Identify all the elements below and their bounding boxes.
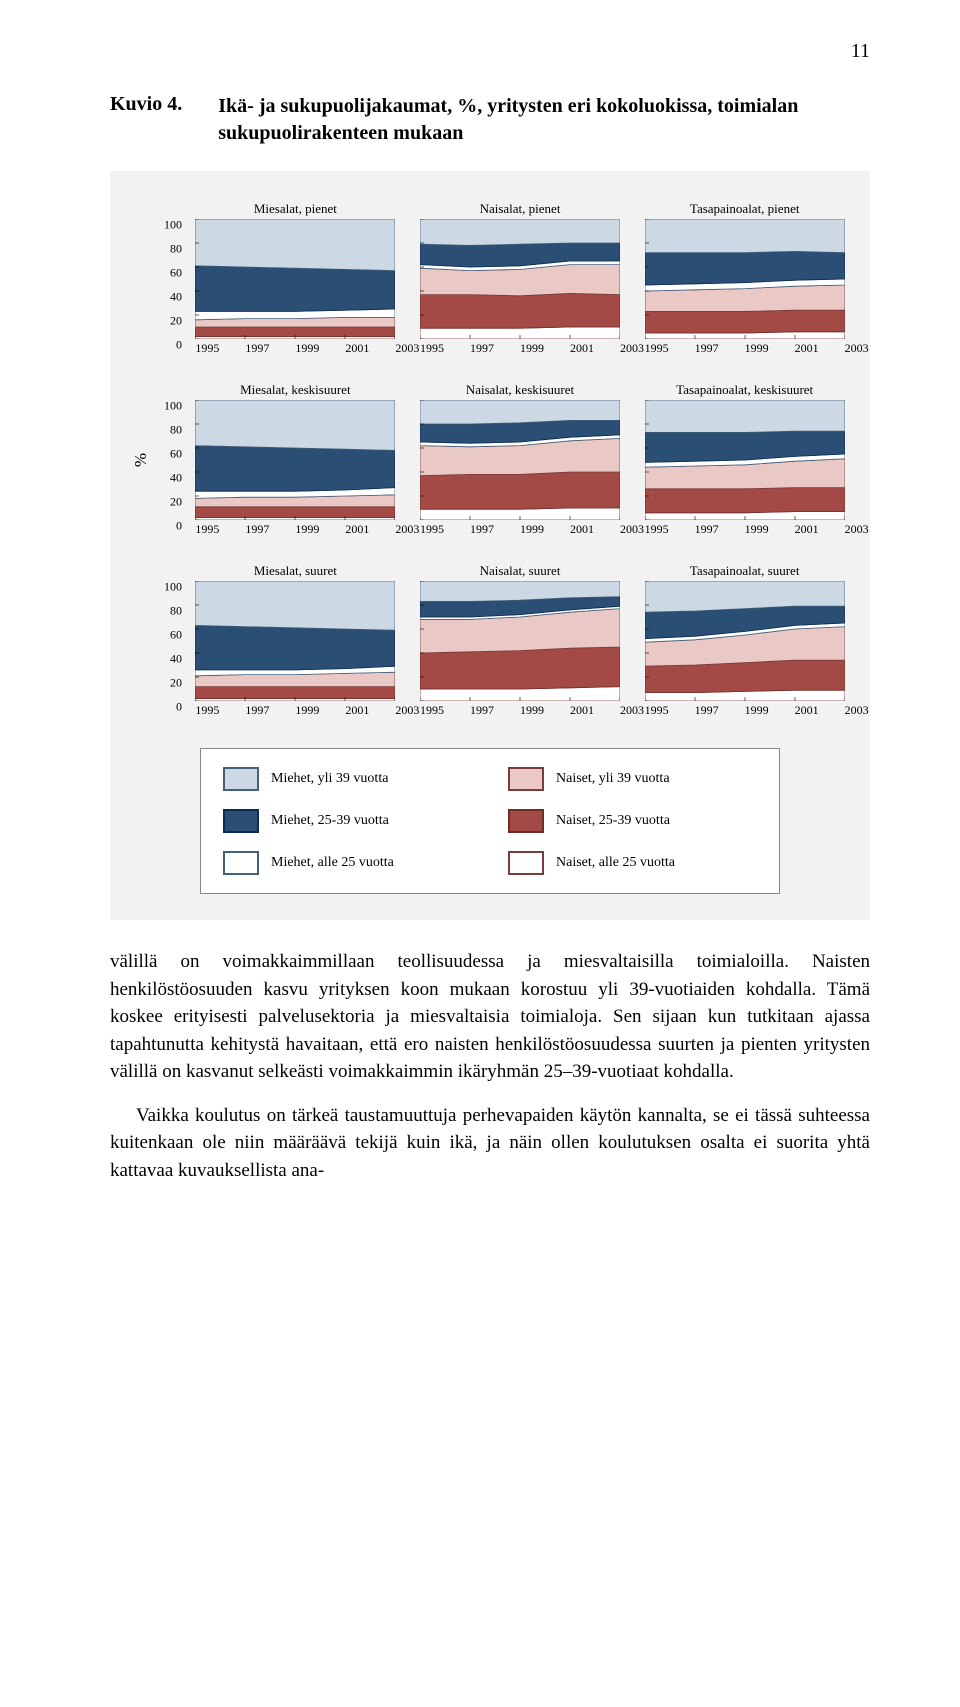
x-ticks: 19951997199920012003 xyxy=(645,341,845,356)
legend-item: Naiset, yli 39 vuotta xyxy=(508,767,757,791)
chart-panel: Tasapainoalat, pienet 1995199719992001200… xyxy=(639,201,850,356)
chart-panel: Naisalat, pienet 19951997199920012003 xyxy=(415,201,626,356)
body-paragraph-2: Vaikka koulutus on tärkeä taustamuuttuja… xyxy=(110,1102,870,1185)
legend-item: Miehet, 25-39 vuotta xyxy=(223,809,472,833)
panel-plot xyxy=(645,581,845,701)
chart-panel: Tasapainoalat, keskisuuret 19951997199920… xyxy=(639,382,850,537)
legend-swatch xyxy=(223,767,259,791)
chart-panel: Miesalat, pienet 19951997199920012003 xyxy=(190,201,401,356)
panel-plot xyxy=(420,400,620,520)
chart-panel: Tasapainoalat, suuret 1995199719992001200… xyxy=(639,563,850,718)
chart-panel: Miesalat, keskisuuret 1995199719992001200… xyxy=(190,382,401,537)
x-ticks: 19951997199920012003 xyxy=(195,703,395,718)
x-ticks: 19951997199920012003 xyxy=(420,341,620,356)
chart-row: 020406080100 Miesalat, suuret 199519971999… xyxy=(130,563,850,718)
panel-title: Naisalat, suuret xyxy=(480,563,561,577)
panel-title: Miesalat, keskisuuret xyxy=(240,382,350,396)
body-paragraph-1: välillä on voimakkaimmillaan teollisuude… xyxy=(110,948,870,1086)
panel-plot xyxy=(420,581,620,701)
x-ticks: 19951997199920012003 xyxy=(645,522,845,537)
legend-label: Naiset, 25-39 vuotta xyxy=(556,813,670,829)
panel-title: Tasapainoalat, keskisuuret xyxy=(676,382,813,396)
legend: Miehet, yli 39 vuotta Naiset, yli 39 vuot… xyxy=(200,748,780,894)
y-axis-label: % xyxy=(131,452,151,466)
legend-label: Miehet, yli 39 vuotta xyxy=(271,771,388,787)
page-number: 11 xyxy=(110,40,870,63)
y-ticks: 020406080100 xyxy=(152,563,190,718)
legend-label: Miehet, alle 25 vuotta xyxy=(271,855,394,871)
x-ticks: 19951997199920012003 xyxy=(195,341,395,356)
figure-caption: Kuvio 4. Ikä- ja sukupuolijakaumat, %, y… xyxy=(110,93,870,147)
panel-title: Miesalat, pienet xyxy=(254,201,337,215)
legend-swatch xyxy=(223,809,259,833)
chart-row: %020406080100 Miesalat, keskisuuret 199519… xyxy=(130,382,850,537)
x-ticks: 19951997199920012003 xyxy=(420,522,620,537)
panel-plot xyxy=(195,400,395,520)
chart-panel: Miesalat, suuret 19951997199920012003 xyxy=(190,563,401,718)
y-ticks: 020406080100 xyxy=(152,201,190,356)
panel-plot xyxy=(420,219,620,339)
legend-swatch xyxy=(508,767,544,791)
panel-plot xyxy=(645,400,845,520)
x-ticks: 19951997199920012003 xyxy=(645,703,845,718)
panel-plot xyxy=(195,581,395,701)
legend-item: Naiset, alle 25 vuotta xyxy=(508,851,757,875)
y-ticks: 020406080100 xyxy=(152,382,190,537)
panel-title: Tasapainoalat, suuret xyxy=(690,563,800,577)
legend-swatch xyxy=(508,809,544,833)
chart-panel: Naisalat, keskisuuret 1995199719992001200… xyxy=(415,382,626,537)
legend-label: Naiset, yli 39 vuotta xyxy=(556,771,670,787)
panel-plot xyxy=(645,219,845,339)
caption-key: Kuvio 4. xyxy=(110,93,182,116)
legend-item: Miehet, alle 25 vuotta xyxy=(223,851,472,875)
panel-plot xyxy=(195,219,395,339)
chart-panel: Naisalat, suuret 19951997199920012003 xyxy=(415,563,626,718)
chart-region: 020406080100 Miesalat, pienet 199519971999… xyxy=(110,171,870,920)
x-ticks: 19951997199920012003 xyxy=(420,703,620,718)
x-ticks: 19951997199920012003 xyxy=(195,522,395,537)
chart-row: 020406080100 Miesalat, pienet 199519971999… xyxy=(130,201,850,356)
legend-item: Miehet, yli 39 vuotta xyxy=(223,767,472,791)
panel-title: Tasapainoalat, pienet xyxy=(690,201,800,215)
legend-swatch xyxy=(223,851,259,875)
panel-title: Naisalat, pienet xyxy=(480,201,561,215)
caption-text: Ikä- ja sukupuolijakaumat, %, yritysten … xyxy=(218,93,870,147)
legend-swatch xyxy=(508,851,544,875)
panel-title: Naisalat, keskisuuret xyxy=(466,382,574,396)
legend-label: Miehet, 25-39 vuotta xyxy=(271,813,389,829)
legend-label: Naiset, alle 25 vuotta xyxy=(556,855,675,871)
legend-item: Naiset, 25-39 vuotta xyxy=(508,809,757,833)
panel-title: Miesalat, suuret xyxy=(254,563,337,577)
